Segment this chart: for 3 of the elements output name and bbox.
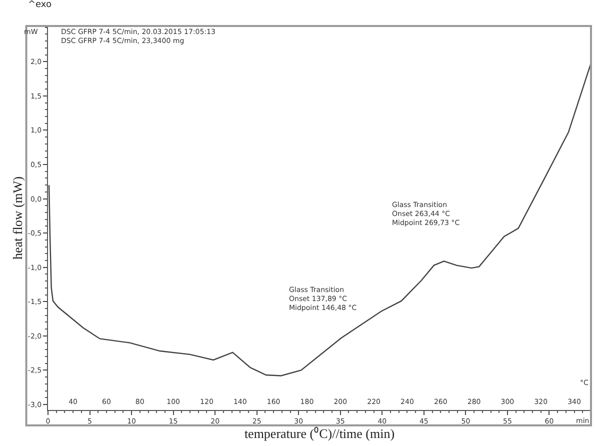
x-axis-title: temperature (⁰C)//time (min) <box>244 426 395 441</box>
text: ^exo <box>28 0 52 10</box>
y-axis-title: heat flow (mW) <box>10 176 25 260</box>
